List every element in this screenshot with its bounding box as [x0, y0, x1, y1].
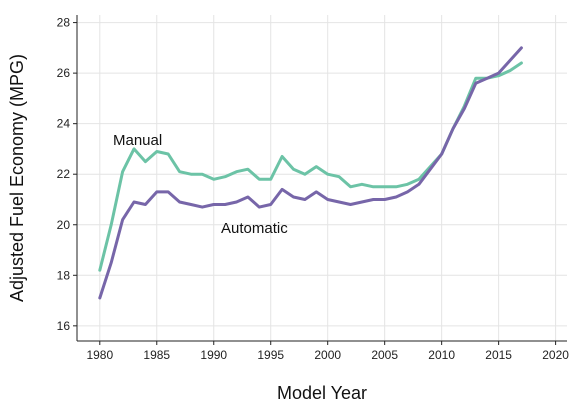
- series-label-manual: Manual: [113, 132, 162, 149]
- y-tick-label: 20: [57, 218, 71, 232]
- axes: [73, 15, 567, 345]
- y-tick-label: 22: [57, 167, 71, 181]
- x-tick-label: 1990: [200, 348, 227, 362]
- y-tick-label: 26: [57, 66, 71, 80]
- x-tick-label: 2010: [428, 348, 455, 362]
- tick-labels: 16 18 20 22 24 26 28 1980 1985 1990 1995 2000 2005 20…: [57, 16, 570, 362]
- x-tick-label: 2020: [542, 348, 569, 362]
- y-tick-label: 16: [57, 319, 71, 333]
- y-tick-label: 18: [57, 268, 71, 282]
- series-label-automatic: Automatic: [221, 220, 288, 237]
- x-tick-label: 1980: [86, 348, 113, 362]
- x-tick-label: 2015: [485, 348, 512, 362]
- x-tick-label: 2000: [314, 348, 341, 362]
- x-axis-title: Model Year: [277, 383, 367, 403]
- y-tick-label: 24: [57, 117, 71, 131]
- grid-lines: [77, 15, 567, 341]
- plot-background: [77, 15, 567, 341]
- series-line-automatic: [98, 46, 523, 300]
- y-axis-title: Adjusted Fuel Economy (MPG): [7, 54, 27, 302]
- x-tick-label: 1995: [257, 348, 284, 362]
- y-tick-label: 28: [57, 16, 71, 30]
- x-tick-label: 2005: [371, 348, 398, 362]
- x-tick-label: 1985: [143, 348, 170, 362]
- series-lines: [98, 46, 523, 300]
